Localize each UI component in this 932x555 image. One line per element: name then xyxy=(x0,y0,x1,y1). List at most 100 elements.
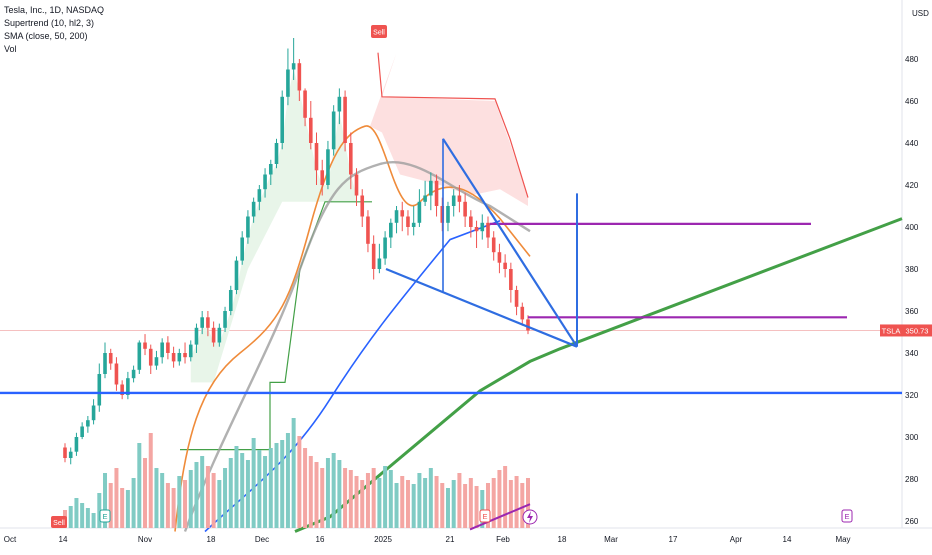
candle-body xyxy=(451,195,456,206)
candle-body xyxy=(526,319,530,331)
y-tick-label: 380 xyxy=(905,265,919,274)
volume-bar xyxy=(97,493,102,528)
flash-icon-glyph xyxy=(527,511,533,523)
volume-bar xyxy=(320,468,325,528)
volume-bar xyxy=(491,478,496,528)
volume-bar xyxy=(480,490,485,528)
y-tick-label: 460 xyxy=(905,97,919,106)
volume-bar xyxy=(520,483,525,528)
x-tick-label: 21 xyxy=(446,535,455,544)
candle-body xyxy=(291,63,296,70)
candle-body xyxy=(497,252,502,263)
volume-bar xyxy=(497,470,502,528)
candle-body xyxy=(423,195,427,202)
candle-body xyxy=(171,353,176,362)
candle-body xyxy=(131,369,136,379)
candle-body xyxy=(200,317,204,328)
candle-body xyxy=(86,420,90,427)
volume-bar xyxy=(474,486,479,528)
volume-bar xyxy=(120,488,125,528)
candle-body xyxy=(337,96,342,112)
symbol-title[interactable]: Tesla, Inc., 1D, NASDAQ xyxy=(4,5,105,15)
candle-body xyxy=(114,363,119,385)
candle-body xyxy=(228,290,233,311)
volume-bar xyxy=(348,470,353,528)
volume-bar xyxy=(280,440,285,528)
volume-label[interactable]: Vol xyxy=(4,44,17,54)
volume-bar xyxy=(171,488,176,528)
volume-bar xyxy=(194,462,199,528)
candle-body xyxy=(389,222,393,238)
volume-bar xyxy=(377,478,382,528)
volume-bar xyxy=(526,478,530,528)
candle-body xyxy=(263,174,267,190)
volume-bar xyxy=(451,480,456,528)
supertrend-down-line xyxy=(377,52,529,198)
candle-body xyxy=(211,327,216,343)
candle-body xyxy=(246,216,250,238)
sma-label[interactable]: SMA (close, 50, 200) xyxy=(4,31,88,41)
volume-bar xyxy=(154,468,159,528)
candle-body xyxy=(366,216,370,244)
volume-bar xyxy=(263,456,268,528)
volume-bar xyxy=(80,503,85,528)
candle-body xyxy=(280,96,285,143)
candle-body xyxy=(154,357,159,366)
volume-bar xyxy=(423,478,428,528)
candle-body xyxy=(326,149,330,185)
volume-bar xyxy=(434,476,439,528)
y-tick-label: 360 xyxy=(905,307,919,316)
x-tick-label: 14 xyxy=(59,535,68,544)
volume-bar xyxy=(365,473,370,528)
candle-body xyxy=(480,222,485,232)
earnings-marker xyxy=(99,509,111,523)
x-tick-label: Oct xyxy=(4,535,17,544)
x-tick-label: 18 xyxy=(558,535,567,544)
candle-body xyxy=(434,180,439,206)
earnings-marker-label: E xyxy=(102,512,107,521)
volume-bar xyxy=(354,476,359,528)
volume-bar xyxy=(514,476,519,528)
candle-body xyxy=(257,189,262,202)
volume-bar xyxy=(85,508,90,528)
currency-label: USD xyxy=(912,9,929,18)
candle-body xyxy=(463,201,467,217)
supertrend-up-fill xyxy=(190,69,357,383)
candle-body xyxy=(194,327,199,345)
volume-bar xyxy=(228,458,233,528)
sell-signal-label: Sell xyxy=(373,30,385,37)
candle-body xyxy=(308,117,313,143)
grey-ma-line xyxy=(183,161,531,532)
volume-bar xyxy=(188,470,193,528)
volume-bar xyxy=(143,458,148,528)
volume-bar xyxy=(468,478,473,528)
candle-body xyxy=(411,222,416,227)
volume-bar xyxy=(337,460,342,528)
candle-body xyxy=(457,195,462,202)
supertrend-down-fill xyxy=(370,52,528,207)
y-tick-label: 400 xyxy=(905,223,919,232)
volume-bar xyxy=(240,453,245,528)
volume-bar xyxy=(503,466,508,528)
candle-body xyxy=(377,258,382,269)
volume-bar xyxy=(343,468,348,528)
candle-body xyxy=(429,180,433,196)
candle-body xyxy=(223,311,227,328)
volume-bar xyxy=(297,436,302,528)
x-tick-label: Dec xyxy=(255,535,269,544)
y-tick-label: 320 xyxy=(905,391,919,400)
candle-body xyxy=(400,210,405,217)
candle-body xyxy=(268,164,273,175)
x-tick-label: 14 xyxy=(783,535,792,544)
volume-bar xyxy=(274,443,279,528)
y-tick-label: 420 xyxy=(905,181,919,190)
candle-body xyxy=(97,374,102,406)
volume-bar xyxy=(103,473,108,528)
volume-bar xyxy=(217,480,222,528)
volume-bar xyxy=(148,433,153,528)
supertrend-label[interactable]: Supertrend (10, hl2, 3) xyxy=(4,18,95,28)
candle-body xyxy=(183,353,187,358)
candle-body xyxy=(160,342,164,358)
volume-bar xyxy=(428,468,433,528)
